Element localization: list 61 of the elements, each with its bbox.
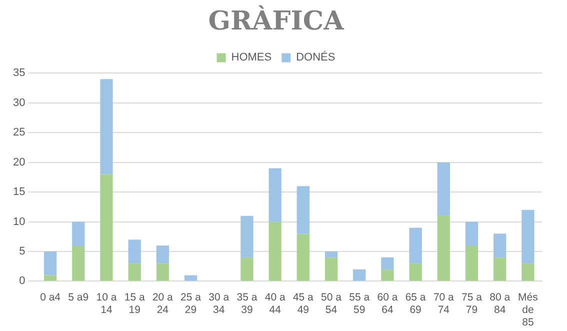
bar xyxy=(437,162,450,216)
bar xyxy=(522,210,534,264)
y-tick-label: 20 xyxy=(12,156,26,168)
x-tick-label: 55 a 59 xyxy=(349,291,370,316)
y-tick-label: 10 xyxy=(12,216,26,228)
x-tick-label: Més de 85 xyxy=(518,291,538,329)
y-tick-label: 35 xyxy=(12,67,26,80)
x-tick-label: 15 a 19 xyxy=(124,291,145,316)
bar xyxy=(184,275,198,281)
bar xyxy=(296,186,310,234)
bar xyxy=(72,222,85,246)
bar xyxy=(44,275,57,281)
bar xyxy=(494,234,506,258)
bar xyxy=(44,251,57,276)
bar xyxy=(128,263,141,281)
y-tick-label: 0 xyxy=(19,275,26,288)
bar xyxy=(100,79,113,174)
x-tick-label: 70 a 74 xyxy=(433,291,454,316)
x-tick-label: 5 a9 xyxy=(68,291,89,304)
bar xyxy=(494,257,506,281)
x-tick-label: 0 a4 xyxy=(40,291,61,304)
bar xyxy=(72,246,85,281)
bar xyxy=(409,228,422,264)
legend-label: DONÉS xyxy=(296,50,336,64)
legend-label: HOMES xyxy=(231,52,272,64)
bar xyxy=(268,222,282,281)
x-tick-label: 25 a 29 xyxy=(180,291,202,316)
x-tick-label: 60 a 64 xyxy=(377,291,398,316)
chart-title: GRÀFICA xyxy=(208,4,345,36)
x-tick-label: 75 a 79 xyxy=(462,291,482,316)
bar xyxy=(465,222,478,246)
bar xyxy=(324,251,338,258)
bar xyxy=(240,216,254,258)
x-tick-label: 45 a 49 xyxy=(292,291,314,316)
x-tick-label: 35 a 39 xyxy=(236,291,258,316)
bar xyxy=(100,174,113,281)
bar xyxy=(409,263,422,281)
bar xyxy=(437,216,450,281)
x-tick-label: 40 a 44 xyxy=(264,291,286,316)
bar xyxy=(268,168,282,222)
x-tick-label: 50 a 54 xyxy=(321,291,342,316)
bar xyxy=(522,263,534,281)
x-tick-label: 10 a 14 xyxy=(96,291,117,316)
y-tick-label: 25 xyxy=(12,126,26,139)
y-tick-label: 15 xyxy=(12,186,26,198)
bar xyxy=(156,263,169,281)
x-tick-label: 20 a 24 xyxy=(152,291,174,316)
bar xyxy=(296,234,310,281)
bar xyxy=(381,269,394,281)
bar xyxy=(465,246,478,281)
bar xyxy=(128,240,141,264)
x-tick-label: 80 a 84 xyxy=(490,291,510,316)
bar xyxy=(156,246,169,264)
bar xyxy=(353,269,366,281)
x-tick-label: 65 a 69 xyxy=(405,291,426,316)
bar xyxy=(324,257,338,281)
y-tick-label: 30 xyxy=(12,96,26,109)
y-tick-label: 5 xyxy=(19,246,26,258)
bar xyxy=(381,257,394,270)
bar xyxy=(240,257,254,281)
x-tick-label: 30 a 34 xyxy=(208,291,230,316)
